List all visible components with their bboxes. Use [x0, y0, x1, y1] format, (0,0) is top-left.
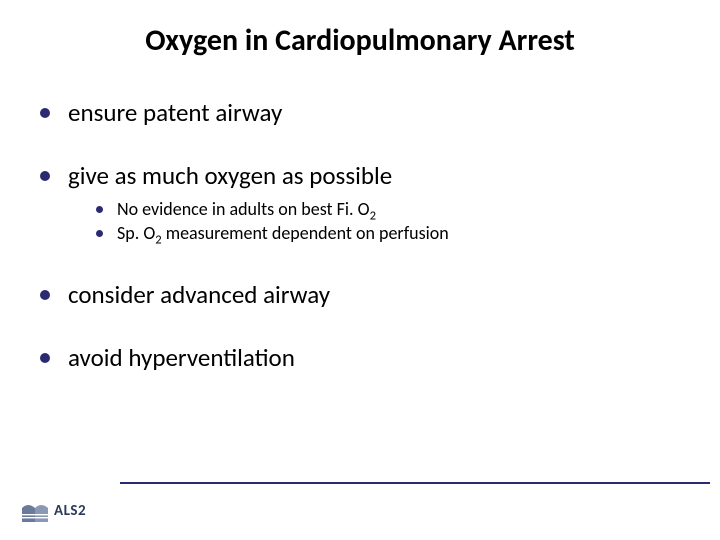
- footer-logo: ALS2: [22, 500, 86, 522]
- bullet-dot-icon: [96, 206, 103, 213]
- bullet-dot-icon: [40, 171, 50, 181]
- bullet-text: avoid hyperventilation: [68, 342, 295, 373]
- slide-footer: ALS2: [0, 482, 720, 522]
- bullet-l1: ensure patent airway: [40, 97, 690, 128]
- bullet-dot-icon: [96, 230, 103, 237]
- footer-divider: [120, 482, 710, 484]
- bullet-text: consider advanced airway: [68, 279, 330, 310]
- bullet-dot-icon: [40, 108, 50, 118]
- bullet-dot-icon: [40, 290, 50, 300]
- sub-text-post: measurement dependent on perfusion: [162, 222, 449, 244]
- slide-title: Oxygen in Cardiopulmonary Arrest: [0, 0, 720, 69]
- bullet-text: ensure patent airway: [68, 97, 282, 128]
- sub-bullet-text: No evidence in adults on best Fi. O2: [117, 198, 376, 221]
- logo-text: ALS2: [54, 502, 86, 520]
- bullet-text: give as much oxygen as possible: [68, 160, 392, 191]
- slide: Oxygen in Cardiopulmonary Arrest ensure …: [0, 0, 720, 540]
- bullet-l1: give as much oxygen as possible: [40, 160, 690, 191]
- bullet-l2: Sp. O2 measurement dependent on perfusio…: [96, 222, 690, 245]
- bullet-l1: avoid hyperventilation: [40, 342, 690, 373]
- logo-mark-icon: [22, 500, 48, 522]
- sub-text-pre: Sp. O: [117, 222, 155, 244]
- sub-bullet-text: Sp. O2 measurement dependent on perfusio…: [117, 222, 449, 245]
- bullet-l2: No evidence in adults on best Fi. O2: [96, 198, 690, 221]
- sub-text-pre: No evidence in adults on best Fi. O: [117, 198, 370, 220]
- sub-bullet-group: No evidence in adults on best Fi. O2 Sp.…: [40, 198, 690, 245]
- subscript: 2: [370, 208, 376, 223]
- bullet-l1: consider advanced airway: [40, 279, 690, 310]
- bullet-dot-icon: [40, 353, 50, 363]
- slide-content: ensure patent airway give as much oxygen…: [0, 69, 720, 373]
